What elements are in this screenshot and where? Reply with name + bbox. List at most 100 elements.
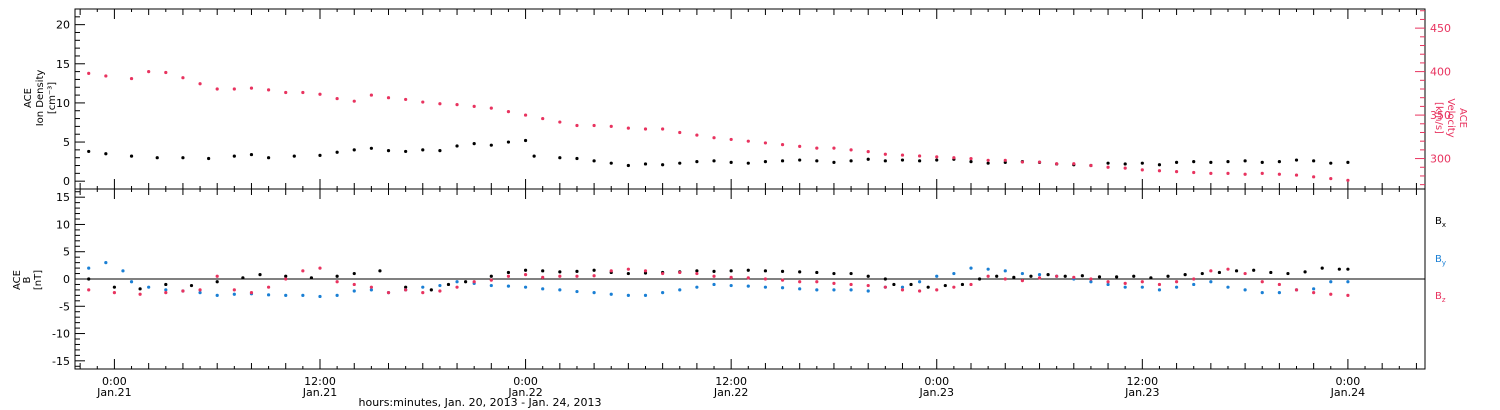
data-point <box>232 288 236 292</box>
data-point <box>1174 280 1179 284</box>
data-point <box>189 283 194 288</box>
data-point <box>1046 273 1050 277</box>
data-point <box>1157 163 1162 167</box>
data-point <box>1294 288 1299 292</box>
data-point <box>489 143 493 147</box>
data-point <box>832 146 836 150</box>
x-axis-labels: 0:00Jan.2112:00Jan.210:00Jan.2212:00Jan.… <box>96 375 1365 399</box>
data-point <box>558 120 562 124</box>
data-point <box>335 280 339 284</box>
data-point <box>138 292 142 296</box>
y-tick-label: 0 <box>63 175 70 188</box>
data-point <box>147 285 151 289</box>
data-point <box>404 149 408 154</box>
data-point <box>421 148 425 152</box>
data-point <box>1166 274 1170 278</box>
top-series-0 <box>87 138 1350 168</box>
top-panel-frame <box>74 8 1426 190</box>
data-point <box>986 158 990 162</box>
data-point <box>798 287 802 291</box>
y-tick-label: -5 <box>59 300 70 313</box>
data-point <box>643 162 648 166</box>
data-point <box>87 288 91 292</box>
data-point <box>626 271 630 276</box>
data-point <box>352 282 356 287</box>
data-point <box>438 102 442 106</box>
top-right-axis-title-line2: Velocity <box>1445 98 1456 137</box>
data-point <box>301 90 305 95</box>
data-point <box>335 150 339 154</box>
data-point <box>1269 270 1273 275</box>
data-point <box>147 70 151 74</box>
data-point <box>215 293 219 297</box>
top-left-axis: 0 5 10 15 20 <box>56 16 85 188</box>
data-point <box>1260 160 1264 164</box>
data-point <box>986 161 990 165</box>
y2-tick-label: 350 <box>1430 109 1451 122</box>
data-point <box>866 283 870 288</box>
data-point <box>986 274 990 278</box>
data-point <box>729 275 733 279</box>
data-point <box>1192 160 1196 164</box>
top-panel: 0 5 10 15 20 300 350 400 450 ACE Ion Density [c… <box>23 8 1468 190</box>
data-point <box>1346 280 1350 284</box>
data-point <box>746 268 750 272</box>
data-point <box>369 288 373 292</box>
data-point <box>378 269 382 273</box>
data-point <box>1329 176 1333 181</box>
data-point <box>438 149 442 153</box>
data-point <box>558 270 562 274</box>
data-point <box>232 154 236 158</box>
data-point <box>626 293 630 297</box>
data-point <box>849 148 853 152</box>
data-point <box>1157 288 1162 292</box>
bottom-series <box>87 261 1350 299</box>
data-point <box>815 159 819 163</box>
data-point <box>266 285 271 289</box>
data-point <box>284 277 288 281</box>
data-point <box>506 140 511 144</box>
data-point <box>1037 276 1042 280</box>
data-point <box>909 282 913 287</box>
data-point <box>1329 292 1333 296</box>
data-point <box>352 271 356 276</box>
data-point <box>1277 282 1281 287</box>
data-point <box>1346 160 1350 164</box>
x-tick-label-date: Jan.23 <box>919 386 954 399</box>
series-bz <box>87 266 1350 297</box>
data-point <box>352 289 356 293</box>
data-point <box>292 154 296 158</box>
data-point <box>1192 277 1196 281</box>
data-point <box>883 159 887 163</box>
data-point <box>523 273 528 277</box>
data-point <box>1234 269 1239 273</box>
data-point <box>952 156 956 160</box>
data-point <box>918 154 922 158</box>
data-point <box>164 70 168 75</box>
data-point <box>763 269 768 273</box>
data-point <box>969 160 973 164</box>
data-point <box>241 276 245 280</box>
data-point <box>266 88 271 92</box>
data-point <box>1089 163 1093 168</box>
y-tick-label: 5 <box>63 136 70 149</box>
data-point <box>1149 276 1153 280</box>
data-point <box>1003 269 1007 273</box>
top-right-axis-title-line3: [km/s] <box>1433 102 1444 134</box>
data-point <box>506 284 511 288</box>
series-bx <box>87 266 1350 292</box>
data-point <box>1217 270 1222 275</box>
data-point <box>258 273 262 277</box>
data-point <box>900 158 905 162</box>
x-tick-label-date: Jan.24 <box>1330 386 1365 399</box>
data-point <box>1123 285 1127 289</box>
data-point <box>1174 285 1179 289</box>
data-point <box>1055 162 1059 166</box>
y-tick-label: 10 <box>56 97 70 110</box>
data-point <box>318 153 322 157</box>
data-point <box>935 288 939 292</box>
data-point <box>780 269 785 273</box>
data-point <box>695 271 699 276</box>
data-point <box>1037 273 1042 277</box>
x-tick-label-time: 12:00 <box>715 375 747 388</box>
